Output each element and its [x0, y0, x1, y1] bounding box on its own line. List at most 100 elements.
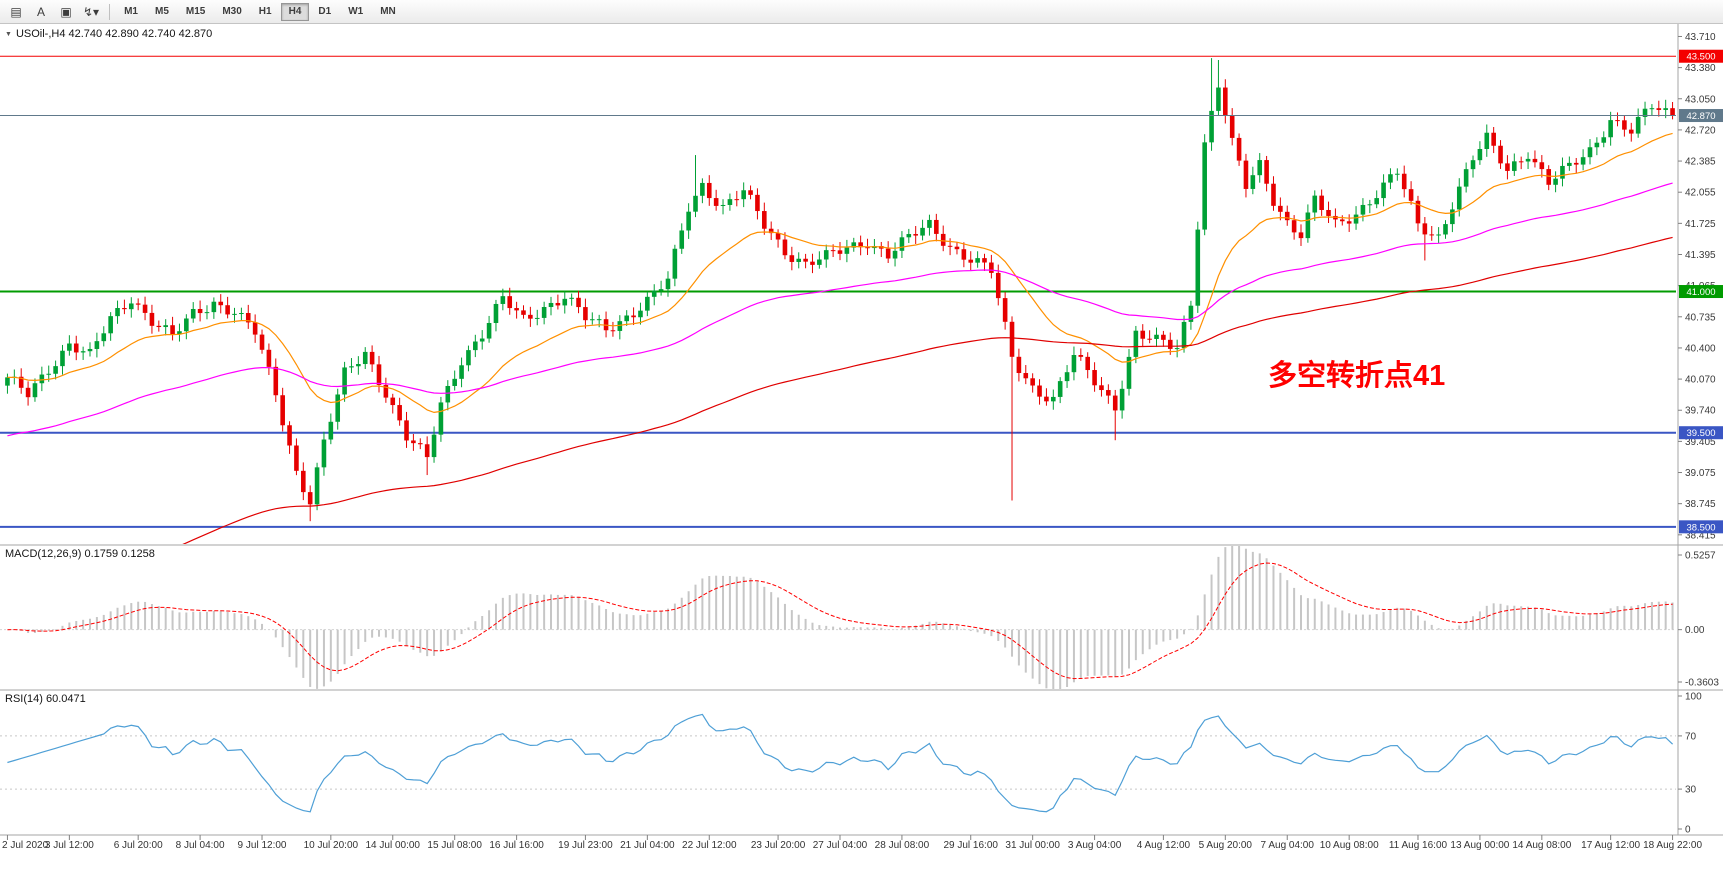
svg-text:40.070: 40.070 — [1685, 375, 1716, 386]
svg-text:30: 30 — [1685, 785, 1697, 796]
svg-text:23 Jul 20:00: 23 Jul 20:00 — [751, 840, 806, 851]
ma-fast-line — [7, 132, 1673, 414]
svg-text:40.735: 40.735 — [1685, 312, 1716, 323]
price-label-38.500 — [1679, 520, 1723, 534]
svg-text:3 Aug 04:00: 3 Aug 04:00 — [1068, 840, 1122, 851]
main-toolbar: ▤ A ▣ ↯▾ M1 M5 M15 M30 H1 H4 D1 W1 MN — [0, 0, 1723, 24]
svg-text:41.395: 41.395 — [1685, 250, 1716, 261]
svg-text:5 Aug 20:00: 5 Aug 20:00 — [1199, 840, 1253, 851]
svg-text:27 Jul 04:00: 27 Jul 04:00 — [813, 840, 868, 851]
svg-text:10 Jul 20:00: 10 Jul 20:00 — [304, 840, 359, 851]
timeframe-buttons-group: M1 M5 M15 M30 H1 H4 D1 W1 MN — [116, 2, 404, 21]
ma-slow-line — [182, 236, 1673, 544]
svg-text:39.075: 39.075 — [1685, 468, 1716, 479]
svg-text:100: 100 — [1685, 692, 1702, 703]
svg-text:43.380: 43.380 — [1685, 63, 1716, 74]
price-label-43.500 — [1679, 49, 1723, 63]
svg-text:43.710: 43.710 — [1685, 32, 1716, 43]
price-level-labels: 43.500 41.000 39.500 38.500 42.870 — [1679, 49, 1723, 534]
svg-text:9 Jul 12:00: 9 Jul 12:00 — [238, 840, 287, 851]
svg-text:42.870: 42.870 — [1686, 111, 1715, 122]
svg-text:39.405: 39.405 — [1685, 437, 1716, 448]
svg-text:0: 0 — [1685, 825, 1691, 836]
svg-text:38.415: 38.415 — [1685, 530, 1716, 541]
rsi-label: RSI(14) 60.0471 — [5, 693, 86, 705]
svg-text:2 Jul 2020: 2 Jul 2020 — [2, 840, 49, 851]
timeframe-button-h4[interactable]: H4 — [280, 2, 310, 21]
svg-text:17 Aug 12:00: 17 Aug 12:00 — [1581, 840, 1640, 851]
timeframe-button-m1[interactable]: M1 — [124, 6, 138, 17]
timeframe-button-w1[interactable]: W1 — [348, 6, 364, 17]
chart-annotation-text: 多空转折点41 — [1268, 360, 1446, 392]
chart-title: ▼ USOil-,H4 42.740 42.890 42.740 42.870 — [5, 28, 212, 40]
svg-text:14 Jul 00:00: 14 Jul 00:00 — [366, 840, 421, 851]
rsi-layer — [0, 713, 1676, 813]
text-cursor-tool-icon[interactable]: A — [36, 4, 45, 19]
moving-averages-layer — [0, 115, 1676, 544]
svg-text:28 Jul 08:00: 28 Jul 08:00 — [875, 840, 930, 851]
svg-text:6 Jul 20:00: 6 Jul 20:00 — [114, 840, 163, 851]
price-axis: 43.710 43.380 43.050 42.720 42.385 42.055 41.7… — [1678, 32, 1716, 541]
timeframe-button-m5[interactable]: M5 — [154, 6, 169, 17]
svg-text:39.500: 39.500 — [1686, 428, 1715, 439]
svg-text:43.050: 43.050 — [1685, 94, 1716, 105]
line-studies-tool-icon[interactable]: ↯▾ — [83, 4, 100, 19]
svg-text:21 Jul 04:00: 21 Jul 04:00 — [620, 840, 675, 851]
svg-text:0.5257: 0.5257 — [1685, 551, 1716, 562]
timeframe-button-h1[interactable]: H1 — [258, 6, 272, 17]
svg-text:10 Aug 08:00: 10 Aug 08:00 — [1320, 840, 1379, 851]
svg-text:19 Jul 23:00: 19 Jul 23:00 — [558, 840, 613, 851]
chart-title-text: USOil-,H4 42.740 42.890 42.740 42.870 — [15, 28, 213, 40]
svg-text:43.500: 43.500 — [1686, 52, 1715, 63]
svg-text:40.400: 40.400 — [1685, 343, 1716, 354]
svg-text:42.720: 42.720 — [1685, 125, 1716, 136]
collapse-arrow-icon[interactable]: ▼ — [5, 31, 12, 38]
svg-text:39.740: 39.740 — [1685, 406, 1716, 417]
svg-text:70: 70 — [1685, 731, 1697, 742]
svg-text:15 Jul 08:00: 15 Jul 08:00 — [427, 840, 482, 851]
macd-label: MACD(12,26,9) 0.1759 0.1258 — [5, 548, 155, 560]
svg-text:42.055: 42.055 — [1685, 188, 1716, 199]
svg-text:41.725: 41.725 — [1685, 219, 1716, 230]
timeframe-button-d1[interactable]: D1 — [318, 6, 332, 17]
svg-text:-0.3603: -0.3603 — [1685, 678, 1719, 689]
svg-text:7 Aug 04:00: 7 Aug 04:00 — [1261, 840, 1315, 851]
svg-text:42.385: 42.385 — [1685, 157, 1716, 168]
panel-separators — [0, 24, 1723, 836]
svg-text:41.000: 41.000 — [1686, 287, 1715, 298]
svg-text:22 Jul 12:00: 22 Jul 12:00 — [682, 840, 737, 851]
svg-text:38.500: 38.500 — [1686, 522, 1715, 533]
ma-medium-line — [7, 182, 1673, 437]
price-level-lines — [0, 55, 1676, 528]
bid-price-label — [1679, 109, 1723, 123]
macd-layer — [0, 546, 1676, 689]
svg-text:13 Aug 00:00: 13 Aug 00:00 — [1450, 840, 1509, 851]
macd-axis: 0.5257 0.00 -0.3603 — [1678, 551, 1719, 689]
svg-text:31 Jul 00:00: 31 Jul 00:00 — [1005, 840, 1060, 851]
svg-text:3 Jul 12:00: 3 Jul 12:00 — [45, 840, 94, 851]
svg-text:16 Jul 16:00: 16 Jul 16:00 — [489, 840, 544, 851]
candles-layer — [5, 58, 1675, 522]
svg-text:11 Aug 16:00: 11 Aug 16:00 — [1389, 840, 1448, 851]
tool-icons-group: ▤ A ▣ ↯▾ — [4, 2, 103, 22]
rsi-line — [7, 713, 1674, 813]
timeframe-button-m15[interactable]: M15 — [185, 6, 206, 17]
timeframe-button-m30[interactable]: M30 — [222, 6, 242, 17]
macd-signal-line — [7, 562, 1673, 680]
svg-text:4 Aug 12:00: 4 Aug 12:00 — [1137, 840, 1191, 851]
rsi-axis: 100 70 30 0 — [1678, 692, 1702, 836]
svg-text:0.00: 0.00 — [1685, 625, 1705, 636]
svg-text:38.745: 38.745 — [1685, 499, 1716, 510]
svg-text:18 Aug 22:00: 18 Aug 22:00 — [1643, 840, 1702, 851]
price-label-41.000 — [1679, 285, 1723, 299]
svg-text:29 Jul 16:00: 29 Jul 16:00 — [943, 840, 998, 851]
svg-text:8 Jul 04:00: 8 Jul 04:00 — [176, 840, 225, 851]
svg-text:14 Aug 08:00: 14 Aug 08:00 — [1512, 840, 1571, 851]
toolbar-separator — [109, 3, 111, 20]
crosshair-tool-icon[interactable]: ▣ — [60, 4, 72, 19]
chart-window-icon[interactable]: ▤ — [10, 4, 22, 19]
price-label-39.500 — [1679, 426, 1723, 440]
timeframe-button-mn[interactable]: MN — [380, 6, 396, 17]
